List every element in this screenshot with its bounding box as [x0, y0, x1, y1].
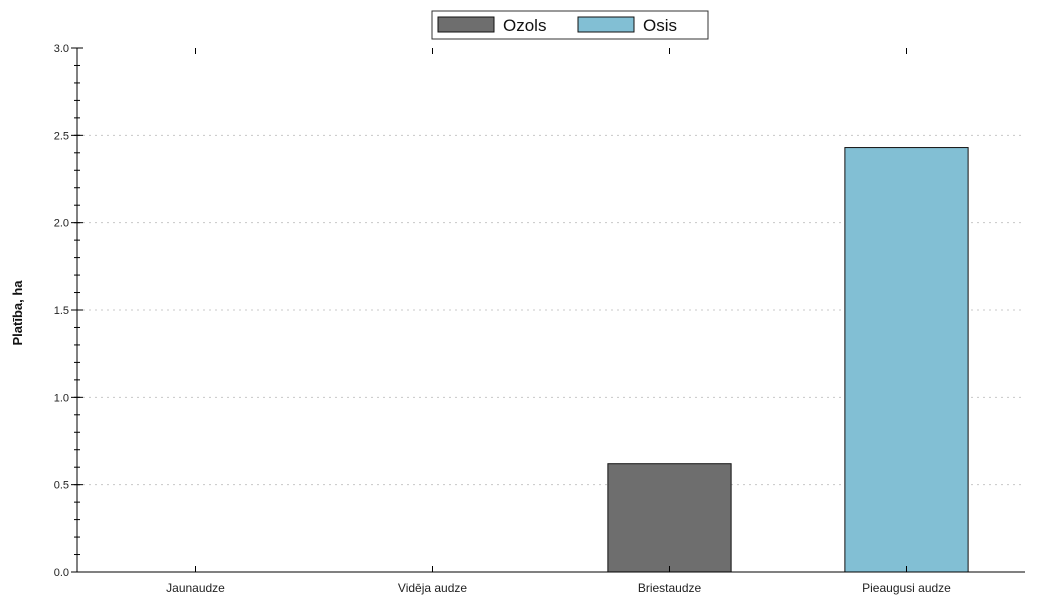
- x-ticks: Jaunaudze Vidēja audze Briestaudze Pieaugus…: [166, 48, 951, 595]
- x-tick-label: Briestaudze: [638, 581, 702, 595]
- bars: [607, 147, 969, 573]
- y-axis-title: Platība, ha: [10, 280, 25, 346]
- legend-swatch-ozols: [437, 16, 495, 33]
- y-tick-label: 1.5: [54, 305, 69, 317]
- legend: Ozols Osis: [431, 10, 709, 40]
- legend-swatch-osis: [577, 16, 635, 33]
- bar-osis-3: [844, 147, 969, 573]
- y-tick-label: 1.0: [54, 392, 69, 404]
- x-tick-label: Vidēja audze: [398, 581, 467, 595]
- y-ticks: 0.0 0.5 1.0 1.5 2.0 2.5 3.0: [54, 43, 83, 579]
- x-tick-label: Jaunaudze: [166, 581, 225, 595]
- legend-label-osis: Osis: [643, 16, 677, 35]
- y-tick-label: 0.5: [54, 480, 69, 492]
- legend-label-ozols: Ozols: [503, 16, 546, 35]
- bar-ozols-2: [607, 463, 732, 573]
- gridlines: [77, 134, 1025, 486]
- y-tick-label: 2.5: [54, 130, 69, 142]
- y-tick-label: 0.0: [54, 567, 69, 579]
- x-tick-label: Pieaugusi audze: [862, 581, 951, 595]
- y-tick-label: 2.0: [54, 218, 69, 230]
- y-tick-label: 3.0: [54, 43, 69, 55]
